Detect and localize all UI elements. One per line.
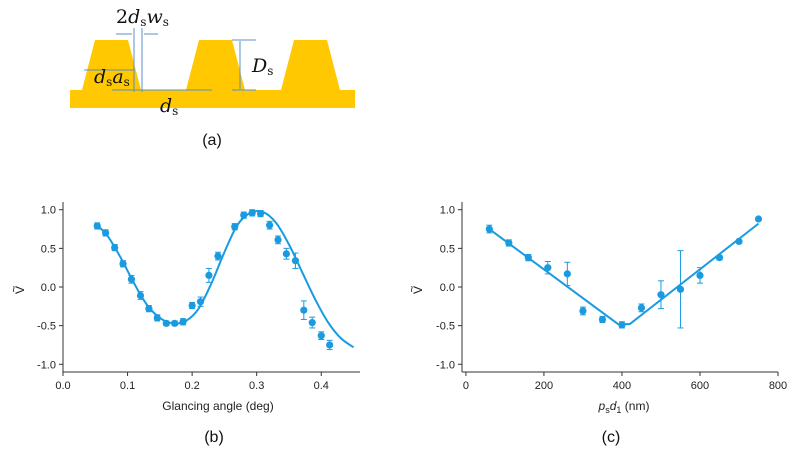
data-point xyxy=(256,209,265,218)
chart-c-y-label: V xyxy=(411,286,425,294)
label-dsas: dsas xyxy=(94,66,130,89)
label-2dsws: 2dsws xyxy=(116,6,169,29)
chart-b-y-label-accent: ~ xyxy=(7,285,21,292)
data-point xyxy=(696,271,704,280)
data-point xyxy=(274,236,282,244)
x-tick-label: 200 xyxy=(535,380,553,392)
data-point xyxy=(618,321,626,329)
data-point xyxy=(145,305,153,313)
data-point xyxy=(300,306,308,314)
data-point xyxy=(119,260,127,268)
y-tick-label: 1.0 xyxy=(41,205,56,217)
label-ds: ds xyxy=(160,95,178,118)
x-tick-label: 0.2 xyxy=(184,380,199,392)
chart-b-y-label: V xyxy=(13,286,27,294)
label-Ds: Ds xyxy=(251,55,273,78)
x-tick-label: 0.0 xyxy=(55,380,70,392)
data-point xyxy=(657,291,665,299)
data-point xyxy=(326,341,334,349)
x-tick-label: 0.1 xyxy=(120,380,135,392)
x-tick-label: 400 xyxy=(613,380,631,392)
data-point xyxy=(563,270,571,278)
data-point xyxy=(136,291,145,300)
y-tick-label: 0.0 xyxy=(440,282,455,294)
data-point xyxy=(240,211,248,219)
data-point xyxy=(111,243,119,252)
data-point xyxy=(179,318,187,326)
y-tick-label: 0.5 xyxy=(440,243,455,255)
data-point xyxy=(266,221,274,229)
data-point xyxy=(598,315,607,324)
x-tick-label: 0.4 xyxy=(314,380,329,392)
data-point xyxy=(505,239,513,247)
chart-b: 1.0 0.5 0.0 -0.5 -1.0 0.0 0.1 0.2 0.3 0.4 Glanci… xyxy=(7,202,360,413)
grating-diagram: 2dsws dsas ds Ds xyxy=(70,6,355,118)
data-point xyxy=(485,225,493,233)
chart-c-x-label: psd1 (nm) xyxy=(598,399,650,415)
panel-label-c: (c) xyxy=(602,429,621,446)
data-point xyxy=(205,271,213,280)
x-tick-label: 0 xyxy=(463,380,469,392)
data-point xyxy=(308,318,316,327)
data-point xyxy=(171,319,179,327)
data-point xyxy=(102,229,110,237)
data-point xyxy=(248,209,256,217)
chart-c-fit-line xyxy=(488,222,760,326)
data-point xyxy=(214,252,222,260)
chart-c-y-label-accent: ~ xyxy=(405,285,419,292)
dimension-arrows xyxy=(84,28,256,92)
y-tick-label: -1.0 xyxy=(37,359,56,371)
y-tick-label: 0.0 xyxy=(41,282,56,294)
panel-label-b: (b) xyxy=(204,429,224,446)
y-tick-label: 0.5 xyxy=(41,243,56,255)
y-tick-label: 1.0 xyxy=(440,205,455,217)
data-point xyxy=(153,314,161,322)
y-tick-label: -0.5 xyxy=(436,321,455,333)
data-point xyxy=(735,237,743,246)
chart-b-fit-line xyxy=(96,209,355,349)
data-point xyxy=(544,264,552,272)
x-tick-label: 600 xyxy=(691,380,709,392)
y-tick-label: -0.5 xyxy=(37,321,56,333)
data-point xyxy=(676,285,685,293)
chart-b-x-label: Glancing angle (deg) xyxy=(162,399,273,413)
data-point xyxy=(637,304,646,312)
data-point xyxy=(715,254,724,262)
data-point xyxy=(127,275,136,283)
data-point xyxy=(291,257,300,265)
panel-label-a: (a) xyxy=(202,132,222,149)
data-point xyxy=(579,307,587,315)
data-point xyxy=(317,332,325,340)
y-tick-label: -1.0 xyxy=(436,359,455,371)
x-tick-label: 800 xyxy=(769,380,787,392)
data-point xyxy=(282,250,290,258)
data-point xyxy=(196,298,205,306)
data-point xyxy=(162,319,170,327)
data-point xyxy=(188,301,196,310)
grating-base-and-ridges xyxy=(70,40,355,108)
data-point xyxy=(93,222,101,230)
data-point xyxy=(524,254,532,262)
chart-c: 1.0 0.5 0.0 -0.5 -1.0 0 200 400 600 800 psd1 (nm… xyxy=(405,202,787,415)
data-point xyxy=(754,215,763,223)
x-tick-label: 0.3 xyxy=(249,380,264,392)
data-point xyxy=(231,223,239,231)
diagram-labels: 2dsws dsas ds Ds xyxy=(94,6,273,118)
